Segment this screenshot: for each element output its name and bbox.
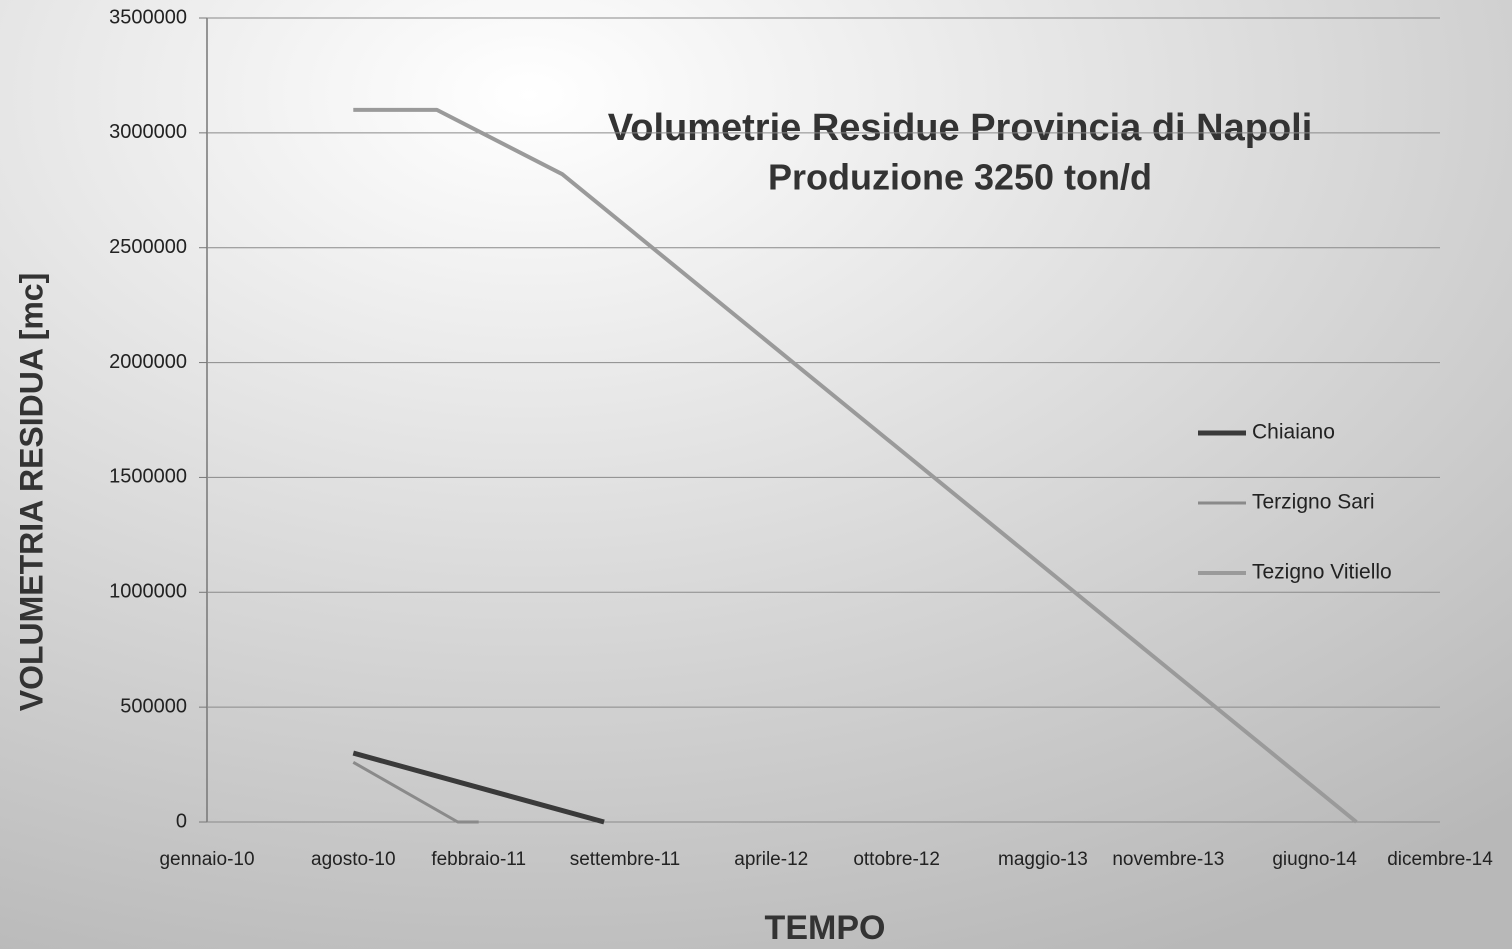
line-series	[352, 760, 479, 824]
x-tick-label: gennaio-10	[159, 849, 254, 870]
y-tick-label: 3500000	[109, 6, 187, 28]
x-tick-label: aprile-12	[734, 849, 808, 870]
x-tick-label: settembre-11	[570, 849, 681, 870]
y-tick-label: 3000000	[109, 121, 187, 143]
x-tick-label: febbraio-11	[431, 849, 526, 870]
y-tick-label: 1000000	[109, 581, 187, 603]
legend-label: Tezigno Vitiello	[1252, 561, 1392, 584]
line-series	[353, 107, 1358, 824]
chart-subtitle: Produzione 3250 ton/d	[768, 157, 1152, 198]
x-tick-label: maggio-13	[998, 849, 1088, 870]
y-tick-label: 2500000	[109, 236, 187, 258]
y-tick-label: 1500000	[109, 466, 187, 488]
chart-title: Volumetrie Residue Provincia di Napoli	[608, 107, 1313, 149]
x-tick-label: dicembre-14	[1387, 849, 1493, 870]
legend-label: Terzigno Sari	[1252, 491, 1375, 514]
y-tick-label: 500000	[120, 695, 187, 717]
y-axis-label: VOLUMETRIA RESIDUA [mc]	[13, 273, 49, 712]
legend-label: Chiaiano	[1252, 421, 1335, 444]
x-tick-label: ottobre-12	[853, 849, 940, 870]
x-tick-label: novembre-13	[1112, 849, 1224, 870]
line-series	[352, 750, 605, 825]
x-tick-label: agosto-10	[311, 849, 396, 870]
x-axis-label: TEMPO	[765, 909, 886, 947]
y-tick-label: 0	[176, 810, 187, 832]
y-tick-label: 2000000	[109, 351, 187, 373]
x-tick-label: giugno-14	[1272, 849, 1357, 870]
